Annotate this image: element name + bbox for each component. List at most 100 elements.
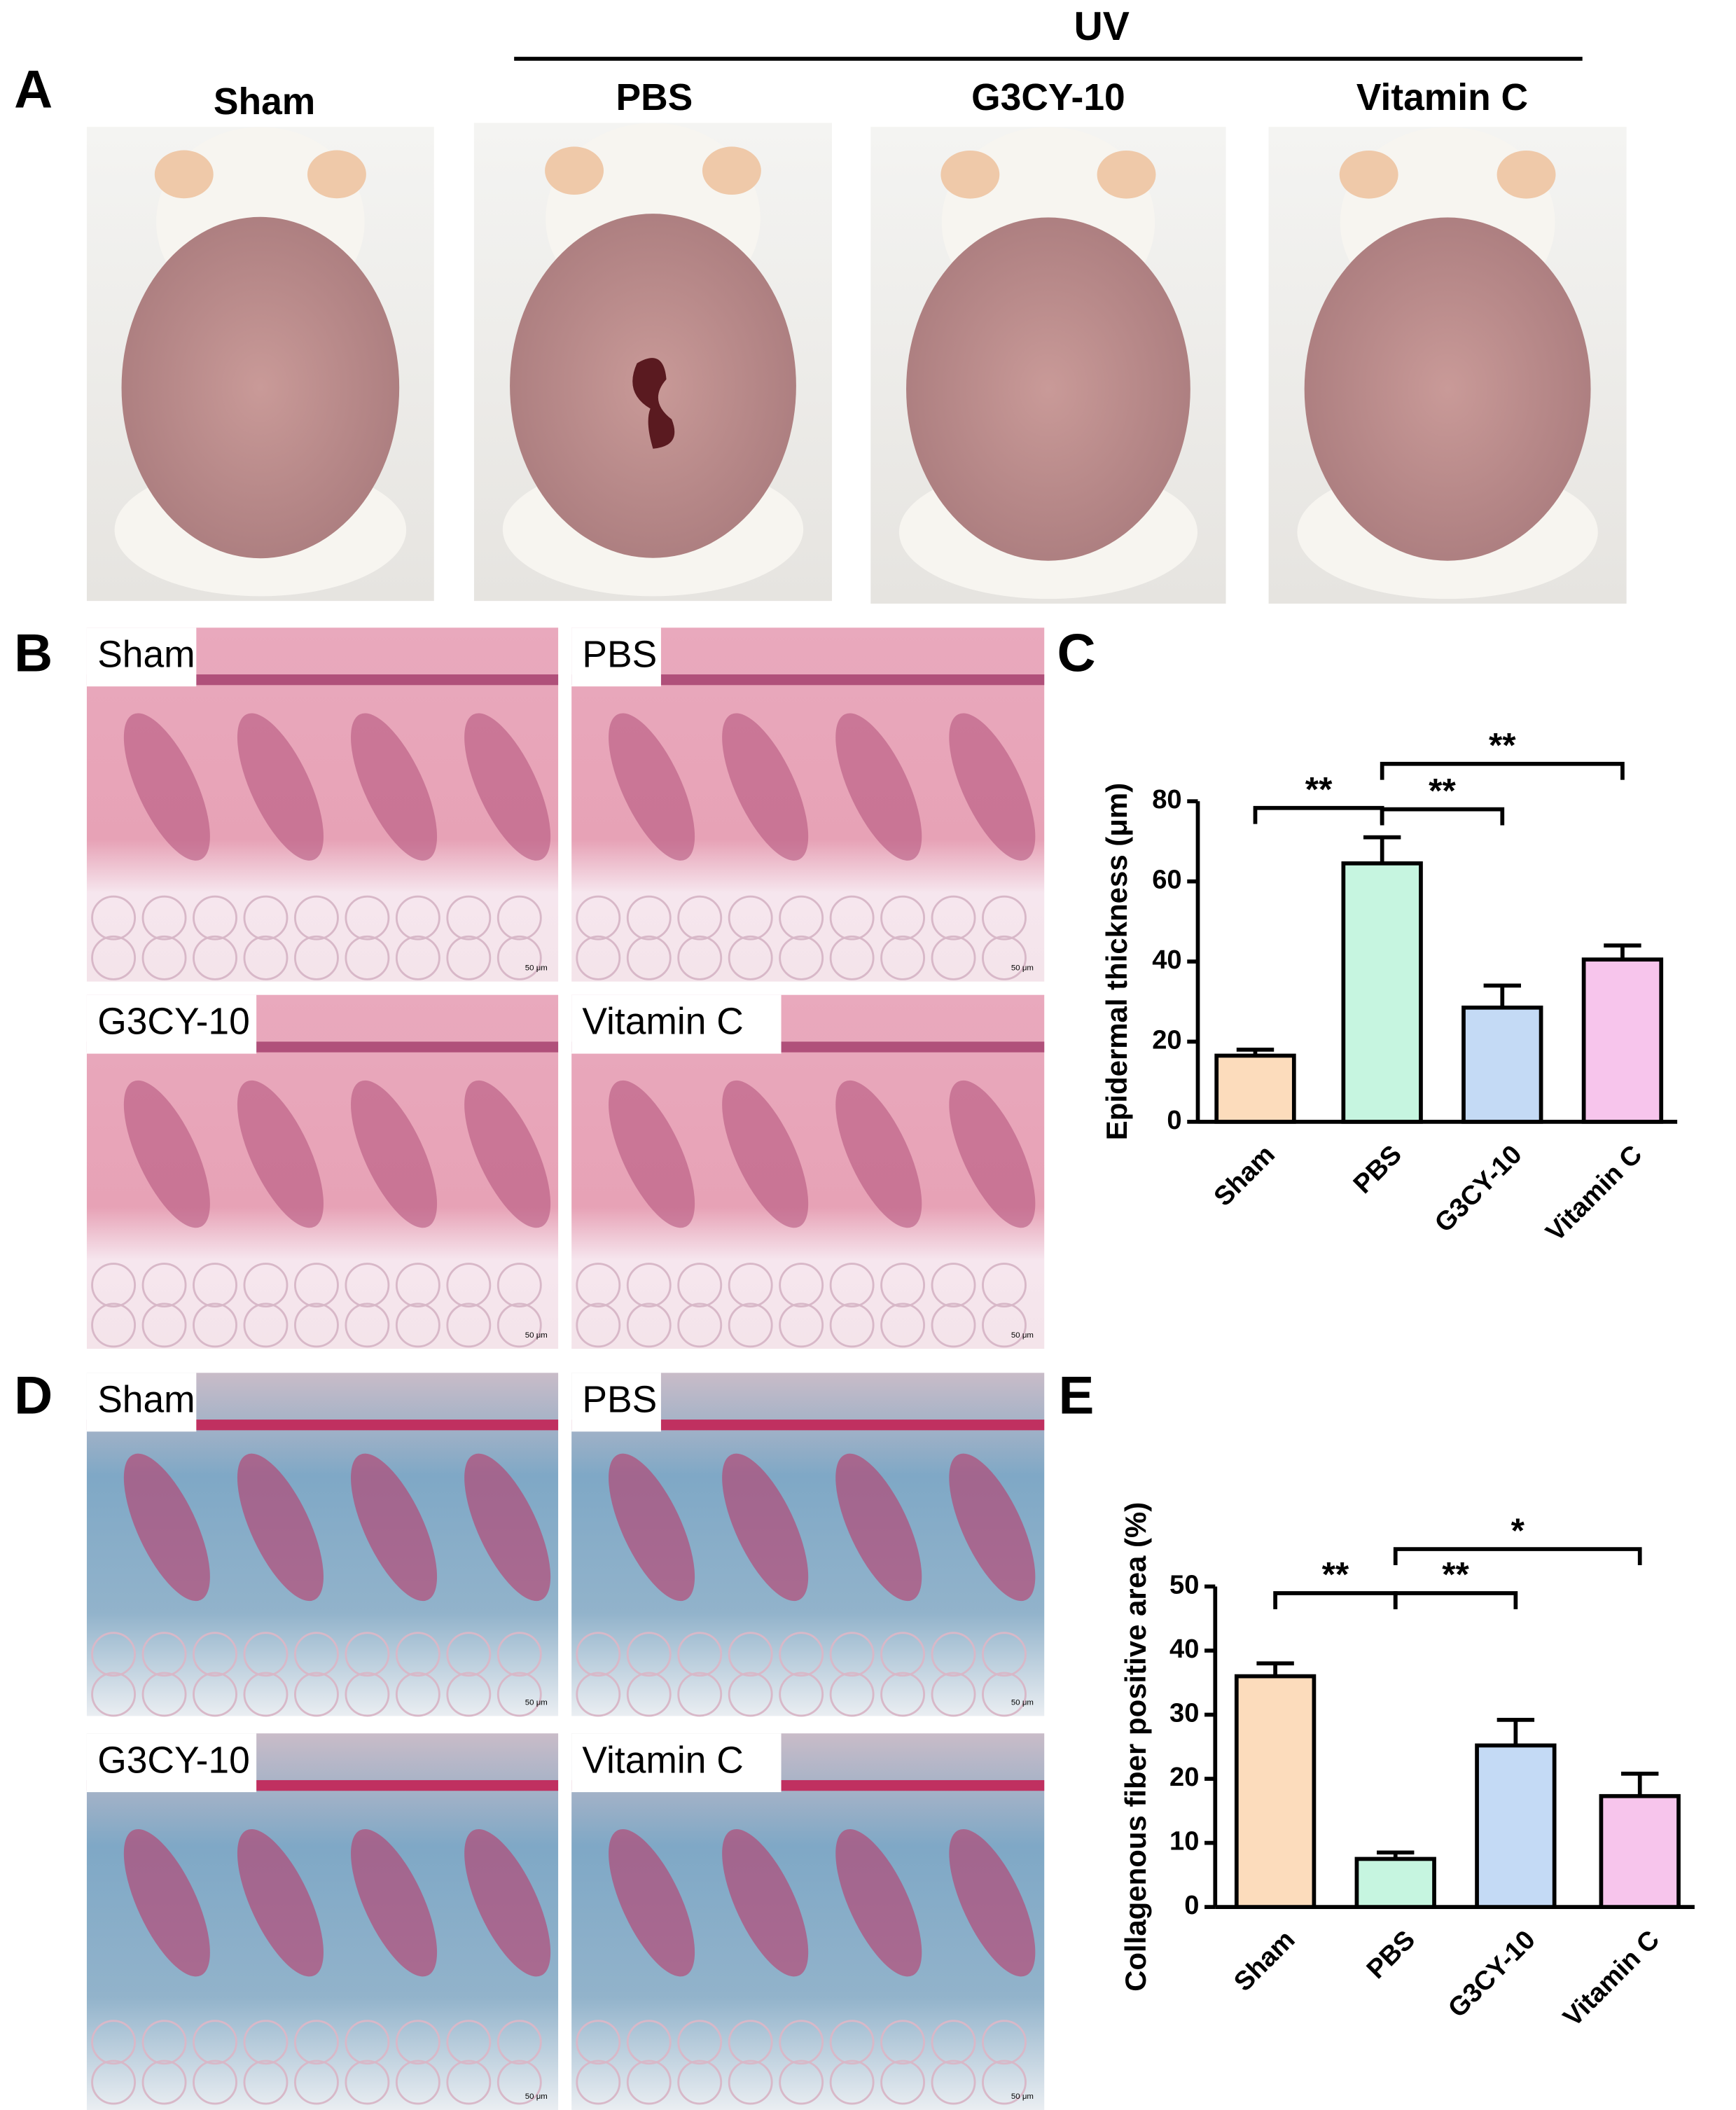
adipocyte — [141, 1303, 187, 1348]
adipocyte — [626, 1632, 672, 1677]
follicle — [464, 1453, 551, 1602]
adipocyte — [779, 1632, 824, 1677]
adipocyte — [91, 1303, 137, 1348]
label-box — [571, 1733, 782, 1793]
follicle — [609, 713, 695, 861]
bar — [1354, 1856, 1436, 1909]
label-box — [86, 1373, 197, 1432]
follicle — [237, 1453, 324, 1602]
adipocyte — [728, 1632, 773, 1677]
scale-bar: 50 μm — [525, 1331, 548, 1340]
y-tick-label: 80 — [1152, 784, 1181, 814]
adipocyte — [677, 1303, 723, 1348]
adipocyte — [779, 1263, 824, 1308]
adipocyte — [293, 2020, 339, 2065]
micrograph-label: PBS — [582, 634, 657, 675]
adipocyte — [829, 1303, 875, 1348]
adipocyte — [677, 1632, 723, 1677]
y-tick-label: 30 — [1169, 1698, 1199, 1728]
adipocyte — [880, 2020, 926, 2065]
panel-letter: B — [14, 623, 53, 683]
x-tick-label: G3CY-10 — [1442, 1924, 1541, 2023]
adipocyte — [345, 2060, 390, 2105]
adipocyte — [446, 1263, 492, 1308]
adipocyte — [395, 895, 440, 941]
epidermis — [571, 1420, 1045, 1431]
follicle — [609, 1829, 695, 1977]
adipocyte — [193, 1632, 237, 1677]
significance-bracket — [1253, 805, 1384, 824]
photo-label: G3CY-10 — [971, 77, 1125, 118]
epidermis — [571, 674, 1045, 686]
significance-label: ** — [1442, 1555, 1469, 1594]
adipocyte — [982, 1632, 1027, 1677]
label-box — [571, 994, 782, 1054]
x-tick-label: Sham — [1208, 1139, 1281, 1212]
adipocyte — [728, 1263, 773, 1308]
significance-bracket — [1393, 1547, 1642, 1565]
significance-label: ** — [1429, 771, 1456, 810]
significance-bracket — [1393, 1591, 1518, 1609]
mouse-ear — [1097, 150, 1156, 199]
adipocyte — [395, 1263, 440, 1308]
scale-bar: 50 μm — [1011, 964, 1034, 973]
adipocyte — [626, 1672, 672, 1717]
adipocyte — [345, 1303, 390, 1348]
adipocyte — [91, 895, 137, 941]
adipocyte — [626, 895, 672, 941]
y-tick-label: 20 — [1169, 1762, 1199, 1792]
adipocyte — [243, 1632, 289, 1677]
adipocyte — [293, 1263, 339, 1308]
adipocyte — [982, 2020, 1027, 2065]
adipocyte — [395, 2060, 440, 2105]
follicle — [237, 1080, 324, 1228]
adipocyte — [193, 2020, 237, 2065]
adipocyte — [779, 2020, 824, 2065]
y-tick-label: 0 — [1184, 1890, 1199, 1920]
significance-label: ** — [1322, 1555, 1349, 1594]
adipocyte — [293, 935, 339, 980]
adipocyte — [243, 2060, 289, 2105]
adipocyte — [91, 2060, 137, 2105]
adipocyte — [931, 2020, 976, 2065]
photo-label: Sham — [214, 81, 315, 123]
photo-label: Vitamin C — [1356, 77, 1528, 118]
group-label: UV — [1074, 4, 1129, 49]
adipocyte — [345, 1263, 390, 1308]
adipocyte — [446, 895, 492, 941]
adipocyte — [982, 1303, 1027, 1348]
mouse-ear — [940, 150, 1000, 199]
adipocyte — [829, 1263, 875, 1308]
follicle — [835, 1829, 922, 1977]
follicle — [123, 1829, 210, 1977]
adipocyte — [141, 2060, 187, 2105]
mouse-ear — [1497, 150, 1556, 199]
x-tick-label: PBS — [1361, 1924, 1421, 1985]
adipocyte — [829, 2020, 875, 2065]
mouse-skin — [1304, 217, 1591, 561]
significance-label: * — [1511, 1511, 1525, 1550]
adipocyte — [931, 1303, 976, 1348]
adipocyte — [193, 1672, 237, 1717]
follicle — [351, 1080, 438, 1228]
bar — [1234, 1674, 1317, 1909]
adipocyte — [141, 1263, 187, 1308]
adipocyte — [91, 1672, 137, 1717]
significance-bracket — [1273, 1591, 1398, 1609]
x-tick-label: Vitamin C — [1557, 1924, 1665, 2032]
panel-letter: D — [14, 1366, 53, 1426]
follicle — [722, 1829, 809, 1977]
adipocyte — [345, 895, 390, 941]
adipocyte — [243, 1672, 289, 1717]
adipocyte — [243, 1303, 289, 1348]
x-tick-label: G3CY-10 — [1429, 1139, 1527, 1238]
mouse-skin — [906, 217, 1190, 561]
adipocyte — [293, 1303, 339, 1348]
follicle — [237, 713, 324, 861]
adipocyte — [141, 895, 187, 941]
y-tick-label: 50 — [1169, 1570, 1199, 1600]
y-tick-label: 0 — [1167, 1105, 1181, 1135]
adipocyte — [931, 1632, 976, 1677]
adipocyte — [293, 895, 339, 941]
